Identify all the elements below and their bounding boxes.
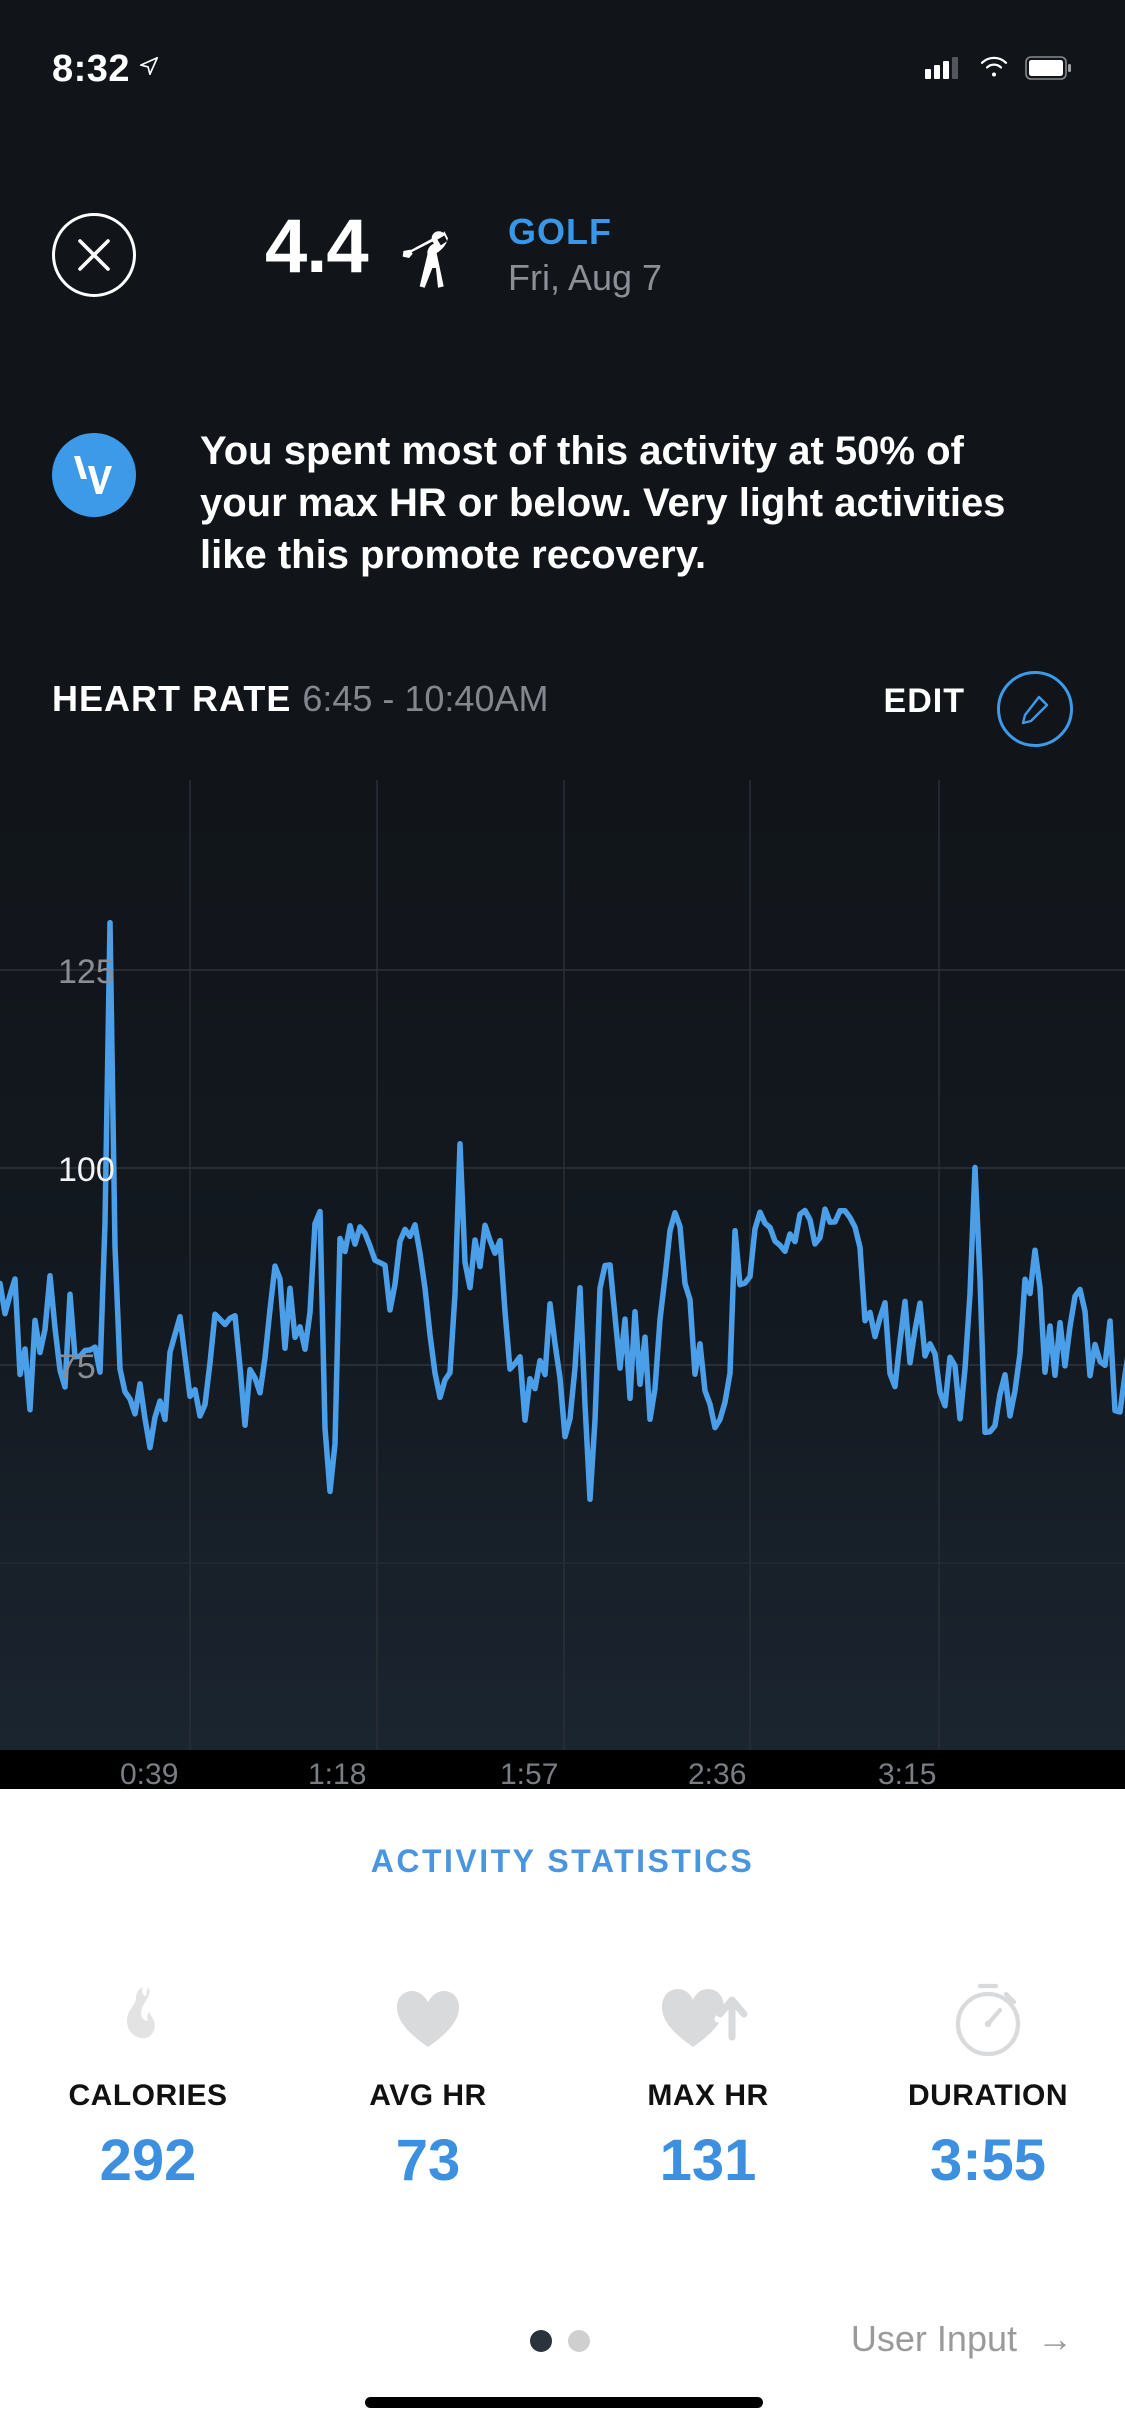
svg-text:75: 75 (58, 1348, 96, 1386)
svg-text:125: 125 (58, 953, 115, 991)
svg-text:100: 100 (58, 1151, 115, 1189)
